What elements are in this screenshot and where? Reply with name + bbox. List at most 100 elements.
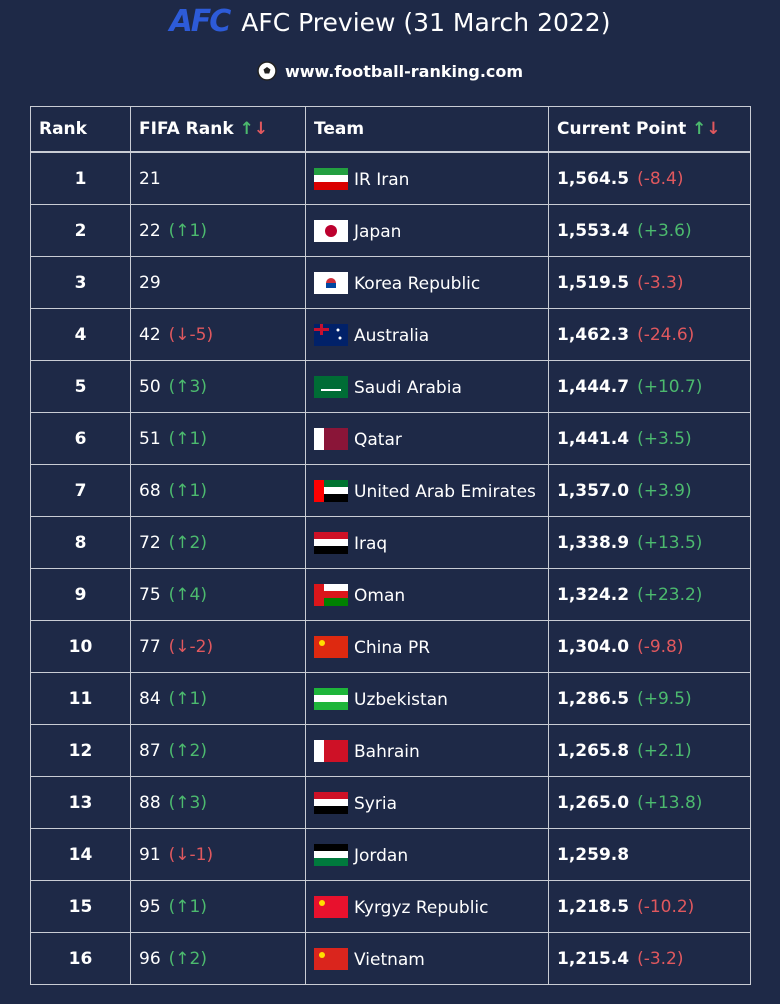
points: 1,215.4 (-3.2) [548, 932, 751, 985]
team: Korea Republic [305, 256, 549, 309]
points-change: (+3.6) [637, 220, 692, 241]
points: 1,564.5 (-8.4) [548, 151, 751, 205]
team-name: Syria [354, 793, 397, 814]
fifa-rank-change: (↓-2) [168, 636, 214, 657]
team-name: Kyrgyz Republic [354, 897, 489, 918]
team: Uzbekistan [305, 672, 549, 725]
table-row: 16 96 (↑2) Vietnam 1,215.4 (-3.2) [30, 932, 751, 985]
points-value: 1,462.3 [557, 324, 630, 345]
fifa-rank: 77 (↓-2) [130, 620, 306, 673]
table-row: 7 68 (↑1) United Arab Emirates 1,357.0 (+3.9) [30, 464, 751, 517]
flag [314, 531, 348, 554]
fifa-rank-value: 95 [139, 896, 161, 917]
logo: AFC [169, 4, 232, 39]
team-name: Qatar [354, 429, 402, 450]
fifa-rank-value: 29 [139, 272, 161, 293]
points: 1,286.5 (+9.5) [548, 672, 751, 725]
team: Jordan [305, 828, 549, 881]
fifa-rank-change: (↑2) [168, 740, 207, 761]
rank: 7 [30, 464, 131, 517]
points-change: (-10.2) [637, 896, 695, 917]
team-name: Jordan [354, 845, 409, 866]
fifa-rank-change: (↑1) [168, 480, 207, 501]
fifa-rank-value: 96 [139, 948, 161, 969]
fifa-rank-change: (↑4) [168, 584, 207, 605]
team-name: Saudi Arabia [354, 377, 462, 398]
fifa-rank-value: 91 [139, 844, 161, 865]
column-header: Rank [30, 106, 131, 153]
points-change: (-24.6) [637, 324, 695, 345]
table-row: 8 72 (↑2) Iraq 1,338.9 (+13.5) [30, 516, 751, 569]
team: IR Iran [305, 151, 549, 205]
fifa-rank-value: 75 [139, 584, 161, 605]
fifa-rank: 29 [130, 256, 306, 309]
points: 1,324.2 (+23.2) [548, 568, 751, 621]
team: China PR [305, 620, 549, 673]
points-change: (-9.8) [637, 636, 684, 657]
fifa-rank-change: (↑1) [168, 428, 207, 449]
points-change: (+9.5) [637, 688, 692, 709]
fifa-rank: 50 (↑3) [130, 360, 306, 413]
fifa-rank: 88 (↑3) [130, 776, 306, 829]
team-name: Oman [354, 585, 406, 606]
team-name: Vietnam [354, 949, 425, 970]
team-name: Japan [354, 221, 402, 242]
fifa-rank: 42 (↓-5) [130, 308, 306, 361]
points-value: 1,265.0 [557, 792, 630, 813]
sort-up: ↑ [239, 119, 254, 139]
ranking-table: Rank FIFA Rank ↑↓ Team Current Point ↑↓ 1 21… [30, 106, 751, 985]
rank: 5 [30, 360, 131, 413]
flag [314, 583, 348, 606]
flag [314, 791, 348, 814]
flag [314, 843, 348, 866]
points-value: 1,444.7 [557, 376, 630, 397]
points-value: 1,304.0 [557, 636, 630, 657]
points-change: (+23.2) [637, 584, 703, 605]
ball-icon [257, 61, 277, 81]
flag [314, 739, 348, 762]
points: 1,444.7 (+10.7) [548, 360, 751, 413]
table-row: 6 51 (↑1) Qatar 1,441.4 (+3.5) [30, 412, 751, 465]
fifa-rank: 84 (↑1) [130, 672, 306, 725]
column-header: Current Point ↑↓ [548, 106, 751, 153]
points: 1,218.5 (-10.2) [548, 880, 751, 933]
points: 1,338.9 (+13.5) [548, 516, 751, 569]
sort-down: ↓ [706, 119, 721, 139]
rank: 12 [30, 724, 131, 777]
fifa-rank: 96 (↑2) [130, 932, 306, 985]
team: Vietnam [305, 932, 549, 985]
fifa-rank: 95 (↑1) [130, 880, 306, 933]
site-url[interactable]: www.football-ranking.com [284, 62, 524, 81]
flag [314, 479, 348, 502]
team-name: Bahrain [354, 741, 420, 762]
team-name: Uzbekistan [354, 689, 448, 710]
team: Oman [305, 568, 549, 621]
flag [314, 219, 348, 242]
fifa-rank-change: (↑2) [168, 948, 207, 969]
table-row: 13 88 (↑3) Syria 1,265.0 (+13.8) [30, 776, 751, 829]
column-header: Team [305, 106, 549, 153]
fifa-rank-change: (↓-5) [168, 324, 214, 345]
rank: 4 [30, 308, 131, 361]
team: Iraq [305, 516, 549, 569]
rank: 10 [30, 620, 131, 673]
column-label: FIFA Rank [139, 119, 234, 139]
fifa-rank: 87 (↑2) [130, 724, 306, 777]
points-value: 1,265.8 [557, 740, 630, 761]
team-name: IR Iran [354, 169, 410, 190]
flag [314, 271, 348, 294]
fifa-rank: 75 (↑4) [130, 568, 306, 621]
flag [314, 323, 348, 346]
points: 1,265.8 (+2.1) [548, 724, 751, 777]
site: www.football-ranking.com [0, 58, 780, 86]
team: Syria [305, 776, 549, 829]
points-value: 1,357.0 [557, 480, 630, 501]
rank: 14 [30, 828, 131, 881]
table-row: 15 95 (↑1) Kyrgyz Republic 1,218.5 (-10.2) [30, 880, 751, 933]
points: 1,259.8 [548, 828, 751, 881]
table-row: 3 29 Korea Republic 1,519.5 (-3.3) [30, 256, 751, 309]
team: Saudi Arabia [305, 360, 549, 413]
fifa-rank-value: 72 [139, 532, 161, 553]
rank: 11 [30, 672, 131, 725]
points-value: 1,286.5 [557, 688, 630, 709]
